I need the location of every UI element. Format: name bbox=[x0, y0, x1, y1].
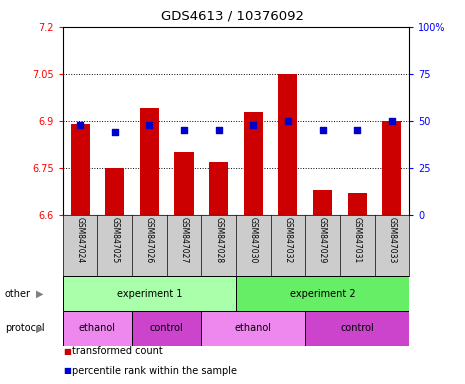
Bar bbox=[236, 276, 409, 311]
Text: transformed count: transformed count bbox=[72, 346, 163, 356]
Point bbox=[76, 122, 84, 128]
Point bbox=[319, 127, 326, 133]
Bar bbox=[244, 112, 263, 215]
Point bbox=[388, 118, 396, 124]
Text: protocol: protocol bbox=[5, 323, 44, 333]
Point bbox=[180, 127, 188, 133]
Bar bbox=[105, 168, 124, 215]
Text: percentile rank within the sample: percentile rank within the sample bbox=[72, 366, 237, 376]
Text: GSM847029: GSM847029 bbox=[318, 217, 327, 263]
Text: GSM847025: GSM847025 bbox=[110, 217, 119, 263]
Point bbox=[215, 127, 222, 133]
Bar bbox=[132, 311, 201, 346]
Text: GSM847027: GSM847027 bbox=[179, 217, 188, 263]
Text: control: control bbox=[150, 323, 184, 333]
Bar bbox=[313, 190, 332, 215]
Point bbox=[146, 122, 153, 128]
Text: GSM847031: GSM847031 bbox=[353, 217, 362, 263]
Text: ■: ■ bbox=[63, 347, 71, 356]
Text: control: control bbox=[340, 323, 374, 333]
Text: ethanol: ethanol bbox=[235, 323, 272, 333]
Point bbox=[250, 122, 257, 128]
Bar bbox=[63, 311, 132, 346]
Bar bbox=[174, 152, 193, 215]
Point bbox=[111, 129, 119, 135]
Text: GSM847030: GSM847030 bbox=[249, 217, 258, 263]
Bar bbox=[140, 108, 159, 215]
Bar bbox=[305, 311, 409, 346]
Text: ▶: ▶ bbox=[36, 323, 43, 333]
Text: ■: ■ bbox=[63, 366, 71, 375]
Text: GSM847032: GSM847032 bbox=[284, 217, 292, 263]
Bar bbox=[348, 193, 367, 215]
Bar bbox=[382, 121, 401, 215]
Text: other: other bbox=[5, 289, 31, 299]
Text: GDS4613 / 10376092: GDS4613 / 10376092 bbox=[161, 10, 304, 23]
Bar bbox=[279, 74, 298, 215]
Point bbox=[353, 127, 361, 133]
Text: ▶: ▶ bbox=[36, 289, 43, 299]
Text: experiment 1: experiment 1 bbox=[117, 289, 182, 299]
Bar bbox=[201, 311, 305, 346]
Point bbox=[284, 118, 292, 124]
Bar bbox=[71, 124, 90, 215]
Text: GSM847024: GSM847024 bbox=[76, 217, 85, 263]
Text: ethanol: ethanol bbox=[79, 323, 116, 333]
Text: GSM847028: GSM847028 bbox=[214, 217, 223, 263]
Text: GSM847026: GSM847026 bbox=[145, 217, 154, 263]
Text: experiment 2: experiment 2 bbox=[290, 289, 355, 299]
Bar bbox=[209, 162, 228, 215]
Bar bbox=[63, 276, 236, 311]
Text: GSM847033: GSM847033 bbox=[387, 217, 396, 263]
